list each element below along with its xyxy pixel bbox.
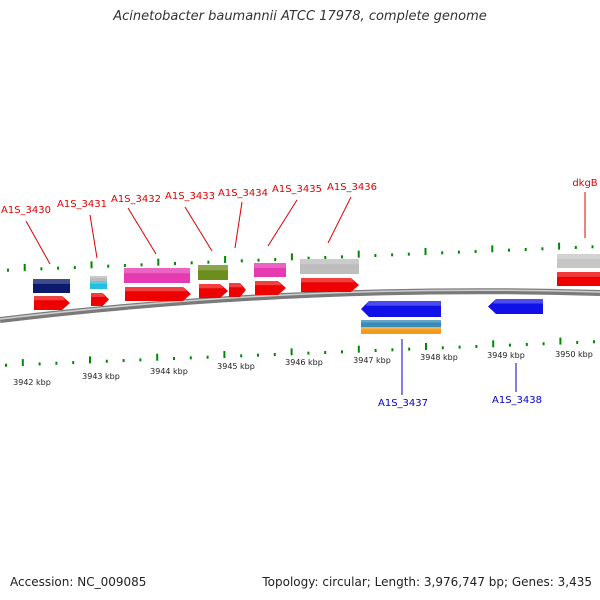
label-leader [327,196,352,244]
cds-feature-shine [199,284,224,289]
label-leader [234,201,243,249]
gene-feature [361,320,441,327]
gene-feature-shine [365,301,441,306]
cds-feature [125,287,191,301]
cds-feature [301,278,359,292]
gene-feature-shine [361,327,441,330]
scale-label: 3944 kbp [150,367,188,376]
gene-feature-shine [254,263,286,268]
gene-feature [557,254,600,268]
label-leaders [25,192,586,395]
gene-labels: 3942 kbp 3943 kbp 3944 kbp 3945 kbp 3946 kbp… [1,178,598,409]
gene-feature [33,279,70,293]
gene-feature [254,263,286,277]
gene-feature-shine [90,281,107,284]
cds-feature-shine [34,296,66,301]
cds-feature-shine [301,278,355,283]
scale-label: 3947 kbp [353,356,391,365]
label-leader [127,207,157,255]
cds-feature-shine [255,281,282,286]
scale-label: 3942 kbp [13,378,51,387]
gene-label: A1S_3432 [111,194,161,205]
label-leader [89,214,98,259]
gene-label: A1S_3436 [327,182,377,193]
scale-label: 3949 kbp [487,351,525,360]
accession-label: Accession: NC_009085 [10,575,147,589]
gene-label: A1S_3434 [218,188,268,199]
gene-feature-shine [361,320,441,323]
map-title: Acinetobacter baumannii ATCC 17978, comp… [113,9,487,24]
label-leader [267,199,298,247]
cds-feature [199,284,228,298]
gene-feature [361,301,441,317]
gene-feature [90,276,107,281]
cds-feature [34,296,70,310]
gene-label: dkgB [572,178,597,189]
gene-feature-shine [198,265,228,271]
gene-feature-shine [492,299,543,304]
gene-feature-shine [124,268,190,274]
gene-feature [90,281,107,289]
cds-feature-shine [229,283,243,288]
gene-label: A1S_3437 [378,398,428,409]
gene-label: A1S_3430 [1,205,51,216]
scale-label: 3946 kbp [285,358,323,367]
scale-label: 3950 kbp [555,350,593,359]
gene-label: A1S_3435 [272,184,322,195]
gene-feature [488,299,543,314]
cds-feature [557,272,600,286]
gene-feature [300,259,359,274]
gene-feature [198,265,228,280]
genome-summary: Topology: circular; Length: 3,976,747 bp… [262,575,592,589]
gene-features [33,254,600,334]
gene-feature-shine [300,259,359,265]
cds-feature-shine [91,293,106,297]
cds-feature-shine [125,287,187,292]
cds-feature-shine [557,272,600,277]
gene-feature-shine [33,279,70,284]
scale-label: 3948 kbp [420,353,458,362]
gene-feature [361,327,441,334]
gene-label: A1S_3438 [492,395,542,406]
cds-feature [255,281,286,295]
cds-feature [91,293,109,306]
gene-feature [124,268,190,283]
label-leader [25,220,51,265]
gene-feature-shine [557,254,600,259]
gene-feature-shine [90,276,107,278]
scale-ticks [5,242,595,367]
gene-label: A1S_3431 [57,199,107,210]
scale-label: 3945 kbp [217,362,255,371]
scale-label: 3943 kbp [82,372,120,381]
label-leader [184,206,213,252]
chromosome-backbone [0,288,600,323]
gene-label: A1S_3433 [165,191,215,202]
cds-feature [229,283,246,297]
